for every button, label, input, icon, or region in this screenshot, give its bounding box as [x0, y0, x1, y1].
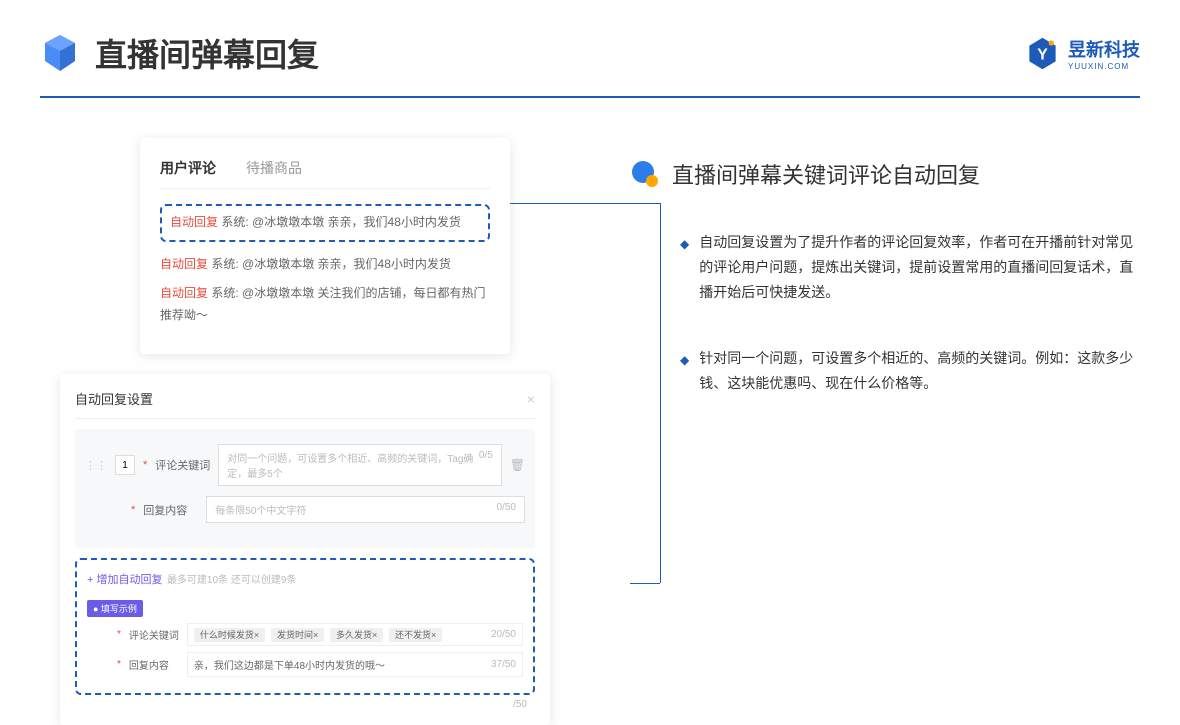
feature-bullet: ◆ 自动回复设置为了提升作者的评论回复效率，作者可在开播前针对常见的评论用户问题… [630, 230, 1140, 306]
close-icon[interactable]: × [527, 391, 535, 407]
reply-text: 系统: @冰墩墩本墩 关注我们的店铺，每日都有热门推荐呦～ [160, 286, 486, 322]
auto-reply-badge: 自动回复 [160, 286, 208, 300]
settings-modal: 自动回复设置 × ⋮⋮ 1 * 评论关键词 对同一个问题，可设置多个相近、高频的… [60, 374, 550, 725]
tab-user-comments[interactable]: 用户评论 [160, 158, 216, 178]
example-row-content: * 回复内容 亲，我们这边都是下单48小时内发货的哦～ 37/50 [87, 652, 523, 677]
required-star: * [143, 459, 147, 471]
content-label: 回复内容 [143, 502, 198, 518]
page-title: 直播间弹幕回复 [95, 30, 1025, 76]
outer-count: /50 [75, 695, 535, 710]
modal-header: 自动回复设置 × [75, 389, 535, 419]
left-column: 用户评论 待播商品 自动回复 系统: @冰墩墩本墩 亲亲，我们48小时内发货 自… [60, 138, 550, 725]
svg-text:Y: Y [1037, 46, 1048, 63]
index-badge: 1 [115, 455, 135, 475]
right-column: 直播间弹幕关键词评论自动回复 ◆ 自动回复设置为了提升作者的评论回复效率，作者可… [630, 138, 1140, 725]
auto-reply-badge: 自动回复 [170, 215, 218, 229]
add-reply-link[interactable]: + 增加自动回复 [87, 574, 162, 586]
cube-icon [40, 33, 80, 73]
page-header: 直播间弹幕回复 Y 昱新科技 YUUXIN.COM [0, 0, 1180, 96]
keyword-input[interactable]: 对同一个问题，可设置多个相近、高频的关键词，Tag确定，最多5个 0/5 [218, 444, 501, 486]
example-row-keyword: * 评论关键词 什么时候发货× 发货时间× 多久发货× 还不发货× 20/50 [87, 623, 523, 646]
auto-reply-badge: 自动回复 [160, 257, 208, 271]
form-body: ⋮⋮ 1 * 评论关键词 对同一个问题，可设置多个相近、高频的关键词，Tag确定… [75, 429, 535, 548]
form-row-content: * 回复内容 每条限50个中文字符 0/50 [85, 496, 525, 523]
example-section: + 增加自动回复 最多可建10条 还可以创建9条 ● 填写示例 * 评论关键词 … [75, 558, 535, 695]
logo-subtitle: YUUXIN.COM [1068, 62, 1140, 71]
drag-icon[interactable]: ⋮⋮ [85, 459, 107, 472]
keyword-label: 评论关键词 [155, 457, 210, 473]
section-title: 直播间弹幕关键词评论自动回复 [672, 158, 980, 190]
required-star: * [131, 504, 135, 516]
bullet-text: 针对同一个问题，可设置多个相近的、高频的关键词。例如：这款多少钱、这块能优惠吗、… [699, 346, 1140, 396]
tab-pending-products[interactable]: 待播商品 [246, 158, 302, 178]
bullet-text: 自动回复设置为了提升作者的评论回复效率，作者可在开播前针对常见的评论用户问题，提… [699, 230, 1140, 306]
reply-row: 自动回复 系统: @冰墩墩本墩 关注我们的店铺，每日都有热门推荐呦～ [160, 283, 490, 326]
example-content-input[interactable]: 亲，我们这边都是下单48小时内发货的哦～ 37/50 [187, 652, 523, 677]
content-input[interactable]: 每条限50个中文字符 0/50 [206, 496, 525, 523]
reply-row: 自动回复 系统: @冰墩墩本墩 亲亲，我们48小时内发货 [160, 254, 490, 276]
keyword-tag[interactable]: 什么时候发货× [194, 628, 265, 642]
tabs: 用户评论 待播商品 [160, 158, 490, 189]
chat-bubble-icon [630, 159, 660, 189]
example-keyword-input[interactable]: 什么时候发货× 发货时间× 多久发货× 还不发货× 20/50 [187, 623, 523, 646]
comments-panel: 用户评论 待播商品 自动回复 系统: @冰墩墩本墩 亲亲，我们48小时内发货 自… [140, 138, 510, 354]
delete-icon[interactable]: 🗑 [510, 458, 525, 472]
reply-text: 系统: @冰墩墩本墩 亲亲，我们48小时内发货 [211, 257, 451, 271]
connector-line [510, 203, 660, 204]
connector-line [660, 203, 661, 583]
brand-logo: Y 昱新科技 YUUXIN.COM [1025, 36, 1140, 71]
section-title-row: 直播间弹幕关键词评论自动回复 [630, 158, 1140, 190]
add-hint: 最多可建10条 还可以创建9条 [167, 575, 296, 586]
diamond-icon: ◆ [680, 234, 689, 306]
reply-text: 系统: @冰墩墩本墩 亲亲，我们48小时内发货 [221, 215, 461, 229]
feature-bullet: ◆ 针对同一个问题，可设置多个相近的、高频的关键词。例如：这款多少钱、这块能优惠… [630, 346, 1140, 396]
highlighted-reply: 自动回复 系统: @冰墩墩本墩 亲亲，我们48小时内发货 [160, 204, 490, 242]
keyword-tag[interactable]: 发货时间× [271, 628, 324, 642]
logo-icon: Y [1025, 36, 1060, 71]
keyword-label: 评论关键词 [129, 627, 179, 642]
content-label: 回复内容 [129, 657, 179, 672]
modal-title: 自动回复设置 [75, 389, 153, 408]
form-row-keyword: ⋮⋮ 1 * 评论关键词 对同一个问题，可设置多个相近、高频的关键词，Tag确定… [85, 444, 525, 486]
keyword-tag[interactable]: 还不发货× [389, 628, 442, 642]
connector-line [630, 583, 660, 584]
diamond-icon: ◆ [680, 350, 689, 396]
logo-text: 昱新科技 [1068, 36, 1140, 62]
keyword-tag[interactable]: 多久发货× [330, 628, 383, 642]
example-badge: ● 填写示例 [87, 600, 143, 617]
